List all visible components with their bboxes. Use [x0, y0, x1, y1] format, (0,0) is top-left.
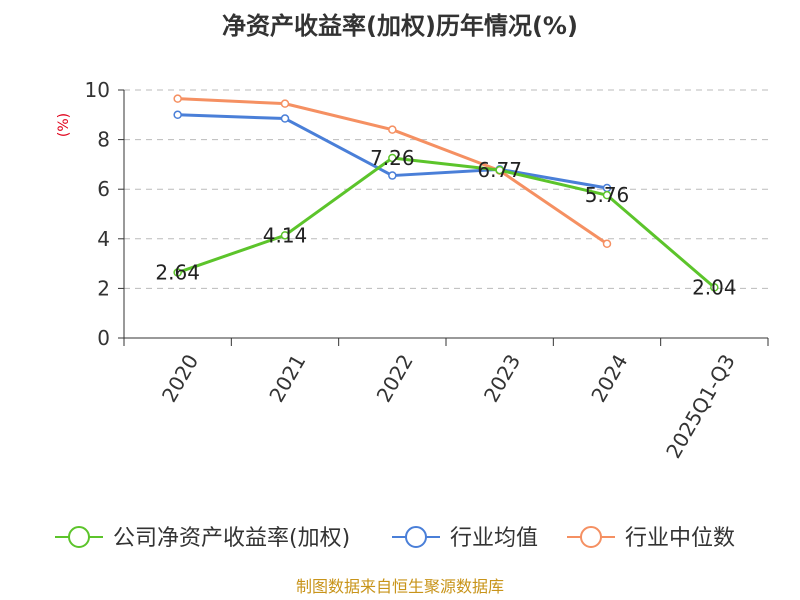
data-point: [710, 283, 719, 292]
legend-marker-1: [405, 526, 427, 548]
y-tick-label: 6: [97, 177, 110, 201]
y-tick-label: 0: [97, 326, 110, 350]
series-layer: [173, 94, 719, 292]
grid-lines: [124, 89, 768, 289]
x-tick-label: 2025Q1-Q3: [661, 350, 740, 462]
data-point: [280, 231, 290, 240]
legend-label-0[interactable]: 公司净资产收益率(加权): [113, 526, 350, 551]
y-tick-label: 4: [97, 227, 110, 251]
data-label: 2.04: [692, 275, 737, 299]
data-point: [173, 268, 182, 277]
x-tick-label: 2024: [586, 350, 632, 406]
data-label: 5.76: [585, 183, 630, 207]
legend-label-2[interactable]: 行业中位数: [625, 526, 735, 551]
data-point: [602, 239, 612, 249]
x-tick-labels: 2020 2021 2022 2023 2024 2025Q1-Q3: [157, 350, 740, 462]
source-note: 制图数据来自恒生聚源数据库: [296, 577, 504, 596]
legend-marker-2: [580, 526, 602, 548]
data-point: [280, 99, 290, 108]
data-point: [280, 114, 290, 123]
x-tick-label: 2020: [157, 350, 203, 406]
series-line-2: [177, 97, 608, 245]
x-tick-label: 2022: [372, 350, 418, 406]
y-tick-label: 10: [85, 78, 110, 102]
data-labels: 2.64 4.14 7.26 6.77 5.76 2.04: [155, 146, 736, 299]
data-label: 4.14: [263, 223, 308, 247]
x-tick-label: 2021: [264, 350, 310, 406]
y-tick-label: 2: [97, 276, 110, 300]
data-point: [173, 110, 182, 120]
legend-label-1[interactable]: 行业均值: [450, 526, 538, 551]
data-label: 6.77: [477, 158, 522, 182]
data-label: 2.64: [155, 261, 200, 285]
y-tick-label: 8: [97, 128, 110, 152]
data-point: [388, 171, 397, 180]
legend[interactable]: 公司净资产收益率(加权) 行业均值 行业中位数: [55, 526, 735, 551]
data-point: [495, 165, 504, 175]
y-axis-label: (%): [56, 113, 72, 137]
data-label: 7.26: [370, 146, 415, 170]
axes: [118, 89, 769, 346]
chart-title: 净资产收益率(加权)历年情况(%): [222, 12, 578, 40]
x-tick-label: 2023: [479, 350, 525, 406]
data-point: [602, 190, 612, 200]
legend-marker-0: [68, 526, 90, 548]
data-point: [173, 94, 182, 103]
data-point: [388, 153, 397, 163]
series-line-0: [177, 156, 716, 289]
data-point: [388, 125, 397, 134]
y-tick-labels: 0 2 4 6 8 10: [85, 78, 110, 350]
